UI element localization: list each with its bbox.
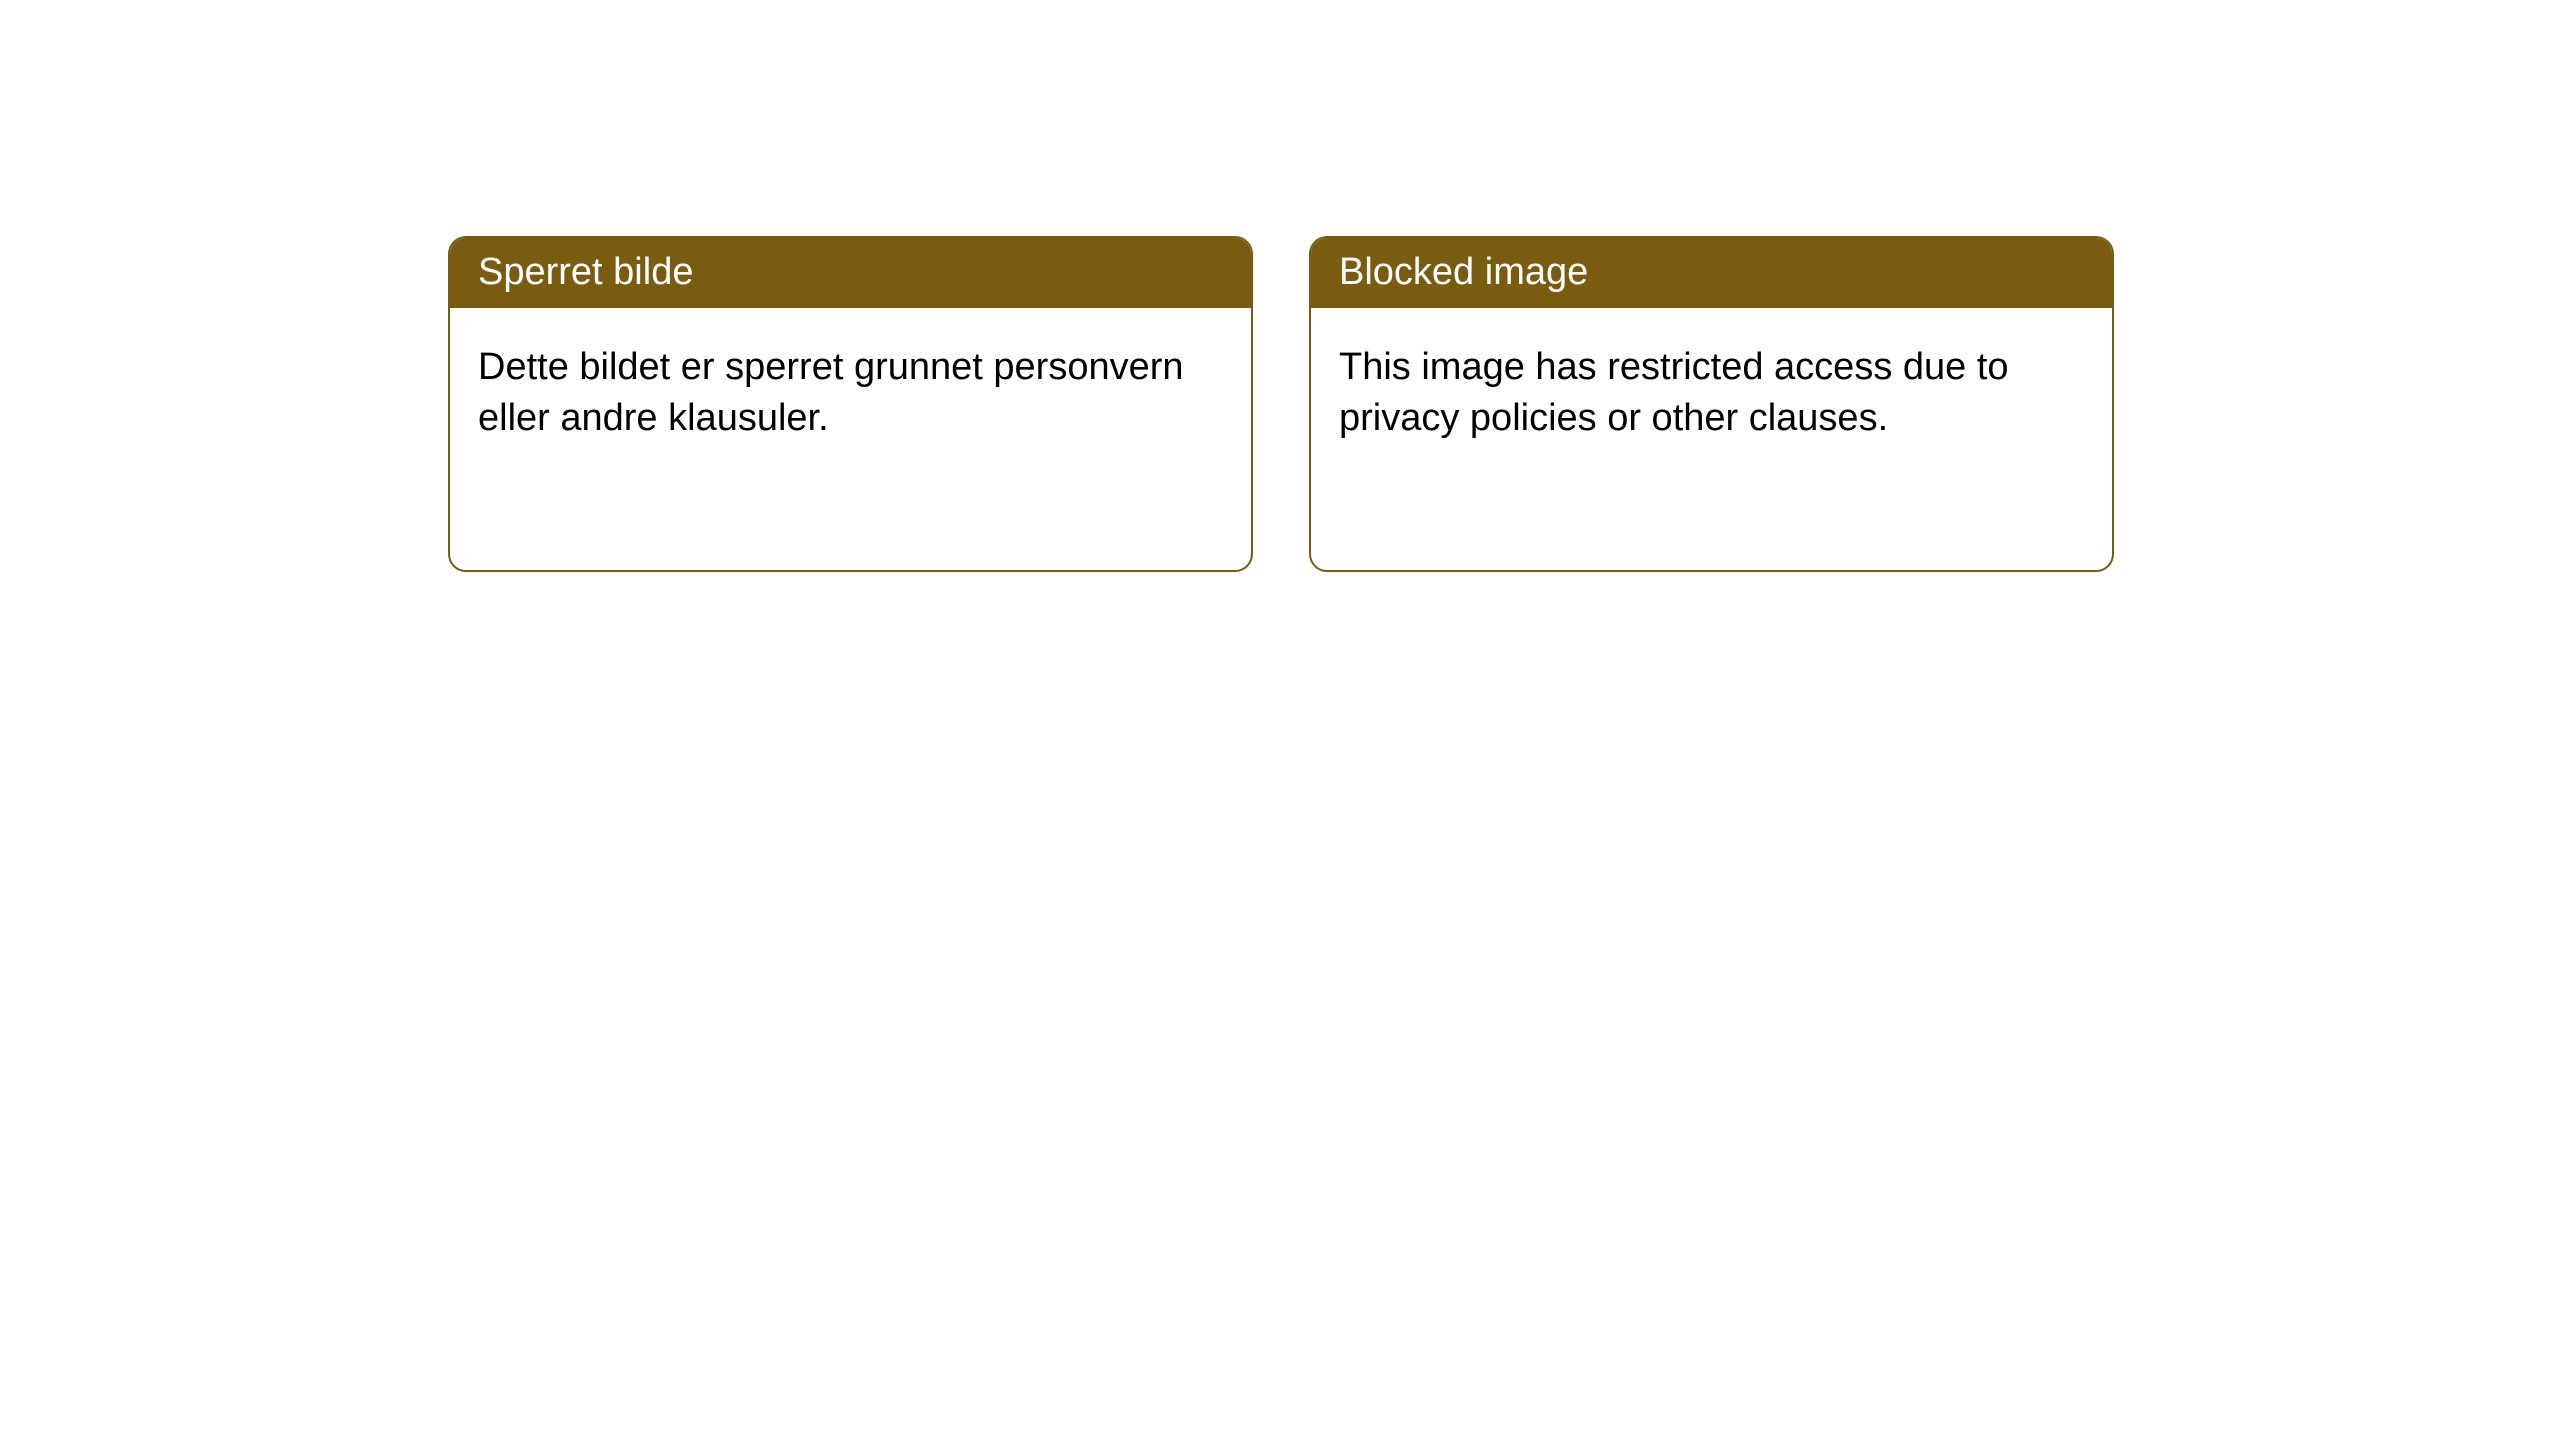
notice-header: Blocked image: [1311, 238, 2112, 308]
notice-box-norwegian: Sperret bilde Dette bildet er sperret gr…: [448, 236, 1253, 572]
notice-body: Dette bildet er sperret grunnet personve…: [450, 308, 1251, 479]
notice-container: Sperret bilde Dette bildet er sperret gr…: [0, 0, 2560, 572]
notice-body: This image has restricted access due to …: [1311, 308, 2112, 479]
notice-box-english: Blocked image This image has restricted …: [1309, 236, 2114, 572]
notice-header: Sperret bilde: [450, 238, 1251, 308]
